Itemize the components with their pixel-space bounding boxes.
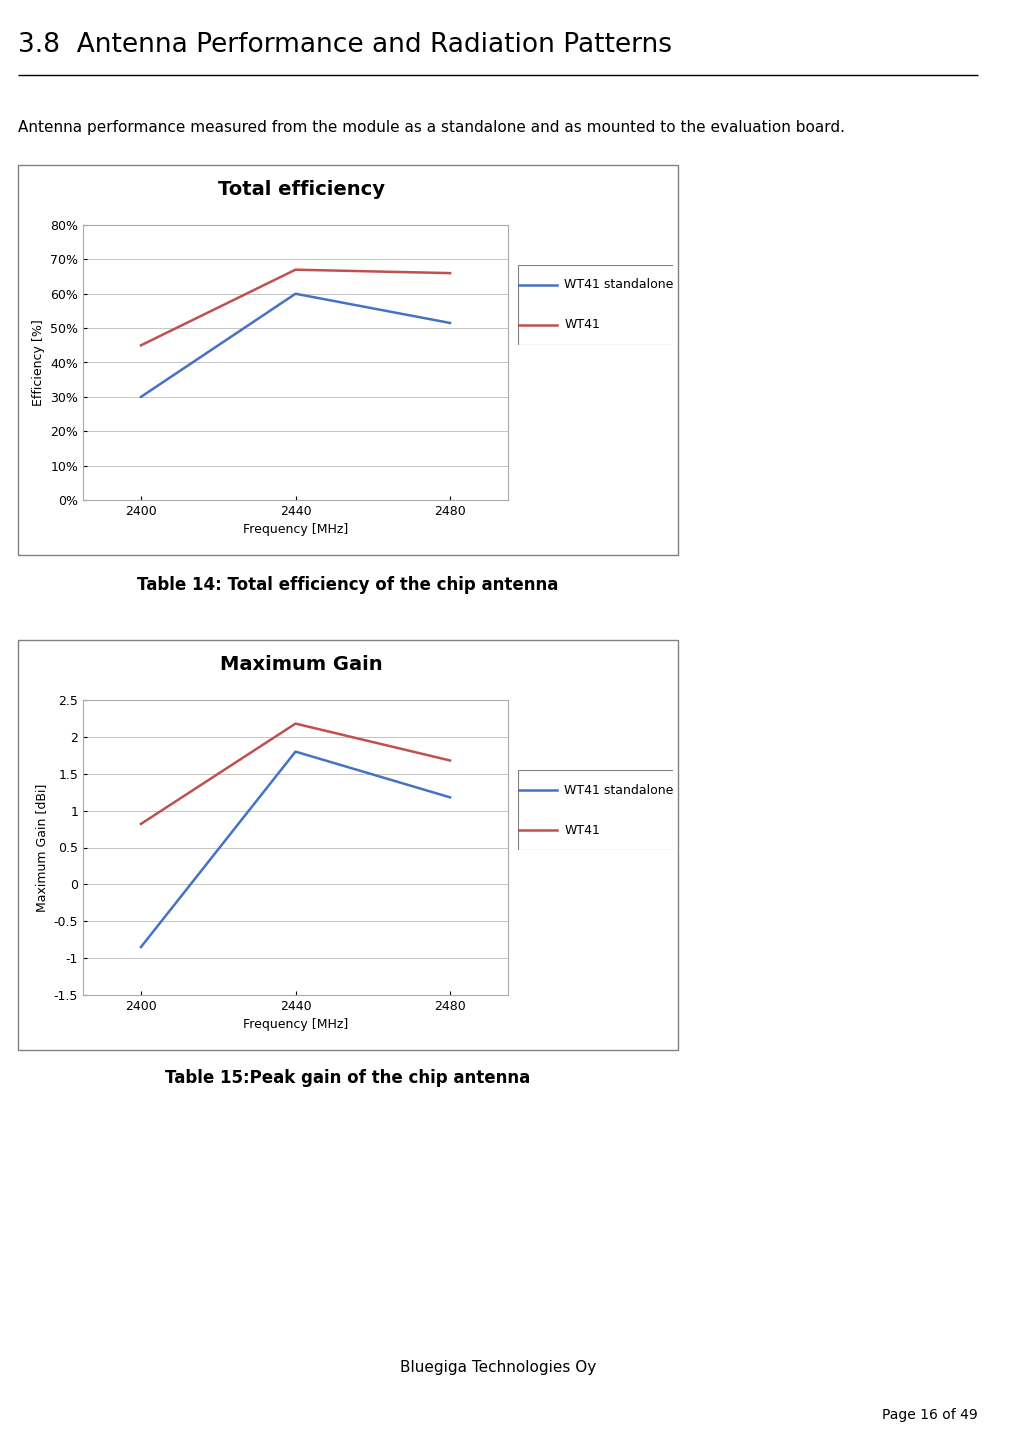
Text: 3.8  Antenna Performance and Radiation Patterns: 3.8 Antenna Performance and Radiation Pa…: [18, 33, 672, 59]
Text: Antenna performance measured from the module as a standalone and as mounted to t: Antenna performance measured from the mo…: [18, 120, 845, 136]
Text: Table 14: Total efficiency of the chip antenna: Table 14: Total efficiency of the chip a…: [137, 576, 559, 595]
X-axis label: Frequency [MHz]: Frequency [MHz]: [243, 524, 348, 537]
Y-axis label: Maximum Gain [dBi]: Maximum Gain [dBi]: [35, 784, 48, 912]
Text: WT41: WT41: [565, 824, 600, 837]
X-axis label: Frequency [MHz]: Frequency [MHz]: [243, 1019, 348, 1032]
Text: WT41: WT41: [565, 319, 600, 332]
Text: WT41 standalone: WT41 standalone: [565, 278, 674, 291]
Text: WT41 standalone: WT41 standalone: [565, 784, 674, 797]
Y-axis label: Efficiency [%]: Efficiency [%]: [31, 319, 45, 405]
Text: Total efficiency: Total efficiency: [218, 180, 385, 199]
Text: Bluegiga Technologies Oy: Bluegiga Technologies Oy: [400, 1359, 596, 1375]
Text: Maximum Gain: Maximum Gain: [220, 655, 383, 674]
Text: Page 16 of 49: Page 16 of 49: [882, 1408, 977, 1421]
Text: Table 15:Peak gain of the chip antenna: Table 15:Peak gain of the chip antenna: [165, 1069, 530, 1087]
